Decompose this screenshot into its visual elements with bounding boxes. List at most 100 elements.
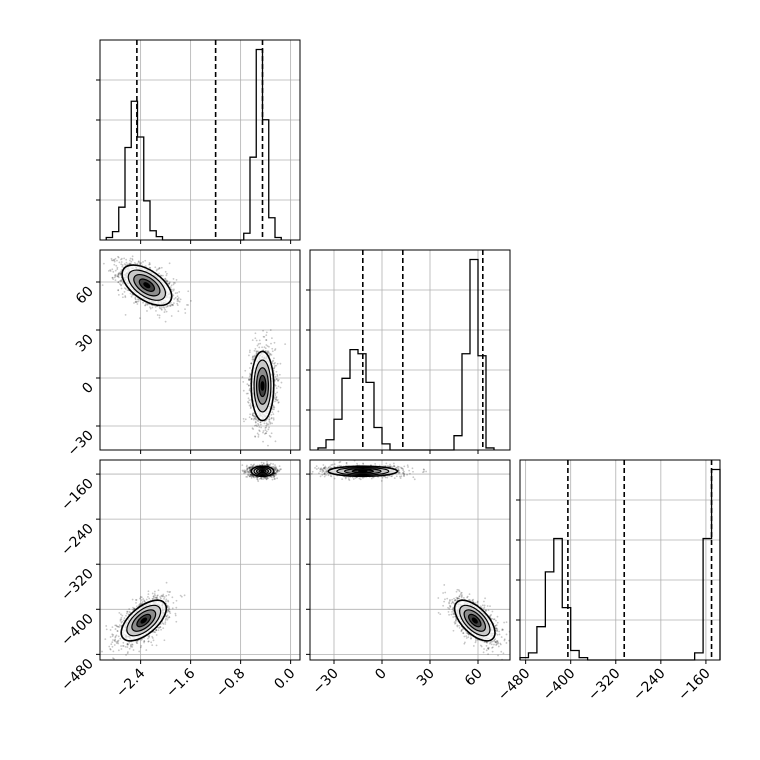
sample-point	[116, 266, 119, 269]
sample-point	[117, 639, 120, 642]
sample-point	[115, 640, 117, 643]
sample-point	[272, 476, 275, 479]
sample-point	[151, 306, 154, 309]
sample-point	[167, 609, 169, 611]
sample-point	[269, 329, 272, 331]
sample-point	[187, 290, 190, 293]
sample-point	[144, 304, 146, 307]
sample-point	[166, 614, 169, 617]
sample-point	[159, 625, 162, 628]
sample-point	[136, 642, 139, 644]
sample-point	[272, 417, 275, 420]
sample-point	[117, 625, 120, 628]
sample-point	[124, 264, 127, 267]
sample-point	[147, 637, 149, 640]
sample-point	[109, 269, 112, 271]
sample-point	[252, 359, 255, 362]
sample-point	[247, 473, 249, 476]
sample-point	[168, 606, 170, 608]
sample-point	[276, 469, 278, 472]
sample-point	[119, 619, 122, 622]
sample-point	[254, 347, 257, 350]
sample-point	[170, 303, 173, 306]
sample-point	[276, 373, 279, 376]
sample-point	[249, 475, 252, 478]
sample-point	[135, 601, 137, 604]
sample-point	[184, 312, 187, 314]
sample-point	[116, 275, 119, 277]
density-contour	[140, 617, 148, 624]
sample-point	[133, 302, 135, 304]
sample-point	[271, 408, 274, 411]
sample-point	[261, 346, 264, 349]
sample-point	[248, 404, 251, 407]
sample-point	[102, 262, 105, 265]
sample-point	[138, 298, 141, 301]
sample-point	[277, 379, 279, 382]
sample-point	[251, 356, 254, 359]
sample-point	[117, 635, 120, 638]
sample-point	[253, 415, 255, 418]
sample-point	[114, 269, 117, 272]
sample-point	[269, 475, 272, 478]
sample-point	[114, 628, 117, 630]
sample-point	[176, 295, 179, 298]
sample-point	[119, 618, 122, 621]
sample-point	[273, 362, 276, 365]
sample-point	[146, 303, 149, 305]
sample-point	[112, 278, 115, 281]
sample-point	[271, 478, 274, 481]
sample-point	[176, 298, 179, 301]
sample-point	[119, 637, 122, 640]
sample-point	[256, 350, 259, 353]
sample-point	[176, 302, 179, 305]
sample-point	[262, 440, 264, 443]
sample-point	[173, 288, 175, 291]
sample-point	[112, 639, 114, 641]
sample-point	[272, 406, 275, 409]
sample-point	[164, 320, 167, 323]
sample-point	[109, 636, 112, 638]
sample-point	[180, 595, 183, 598]
sample-point	[120, 287, 123, 290]
sample-point	[147, 593, 150, 595]
sample-point	[143, 640, 146, 643]
sample-point	[131, 258, 134, 260]
sample-point	[259, 421, 262, 424]
sample-point	[273, 406, 276, 409]
sample-point	[125, 288, 127, 290]
sample-point	[249, 467, 251, 469]
sample-point	[169, 612, 172, 615]
sample-point	[155, 629, 158, 631]
sample-point	[134, 301, 137, 303]
sample-point	[125, 614, 127, 617]
sample-point	[172, 304, 174, 307]
sample-point	[111, 268, 114, 271]
sample-point	[273, 341, 276, 344]
sample-point	[170, 288, 173, 291]
sample-point	[160, 308, 163, 311]
sample-point	[128, 610, 131, 613]
sample-point	[270, 417, 273, 420]
sample-point	[114, 624, 117, 627]
sample-point	[274, 400, 276, 403]
sample-point	[143, 599, 146, 602]
sample-point	[254, 337, 257, 340]
sample-point	[142, 261, 144, 263]
sample-point	[135, 599, 137, 601]
sample-point	[117, 276, 120, 279]
sample-point	[171, 303, 174, 306]
density-contour	[260, 381, 265, 391]
sample-point	[270, 416, 273, 419]
sample-point	[132, 607, 135, 610]
sample-point	[248, 387, 251, 390]
sample-point	[113, 644, 116, 646]
sample-point	[268, 352, 271, 354]
sample-point	[112, 270, 115, 273]
sample-point	[169, 305, 172, 308]
sample-point	[170, 315, 173, 317]
sample-point	[124, 645, 127, 648]
sample-point	[126, 646, 129, 648]
sample-point	[247, 401, 250, 404]
